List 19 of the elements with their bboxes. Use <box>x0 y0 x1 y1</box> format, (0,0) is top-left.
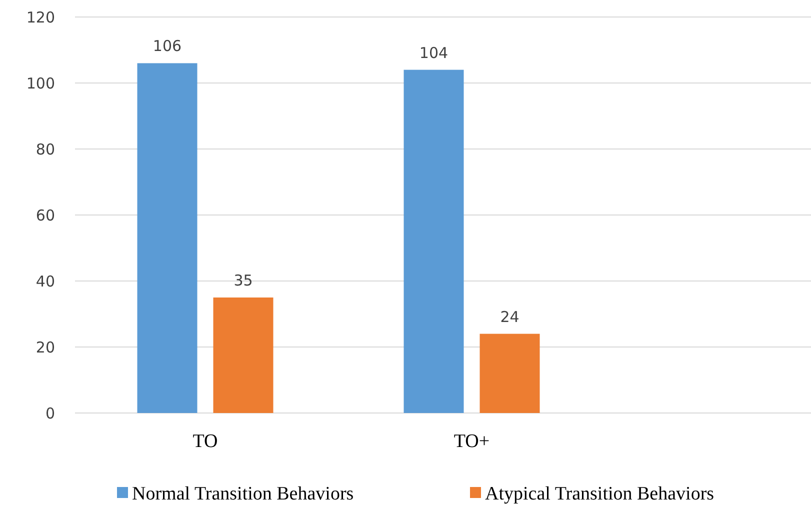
legend-label: Atypical Transition Behaviors <box>485 484 714 505</box>
data-label: 24 <box>500 308 520 326</box>
y-tick-label: 20 <box>36 338 55 356</box>
y-tick-label: 80 <box>36 140 55 158</box>
data-label: 35 <box>234 272 253 290</box>
y-tick-label: 40 <box>36 272 55 290</box>
bar <box>137 63 198 413</box>
data-label: 104 <box>419 44 448 62</box>
bar <box>213 298 274 413</box>
legend-label: Normal Transition Behaviors <box>132 484 354 505</box>
bar <box>404 70 464 413</box>
y-tick-label: 120 <box>26 8 55 26</box>
x-tick-label: TO <box>192 431 218 452</box>
x-tick-label: TO+ <box>454 431 490 452</box>
data-label: 106 <box>152 37 182 56</box>
y-tick-label: 0 <box>45 404 55 422</box>
y-tick-label: 100 <box>26 74 55 92</box>
bar <box>480 334 540 413</box>
y-tick-label: 60 <box>36 206 55 224</box>
